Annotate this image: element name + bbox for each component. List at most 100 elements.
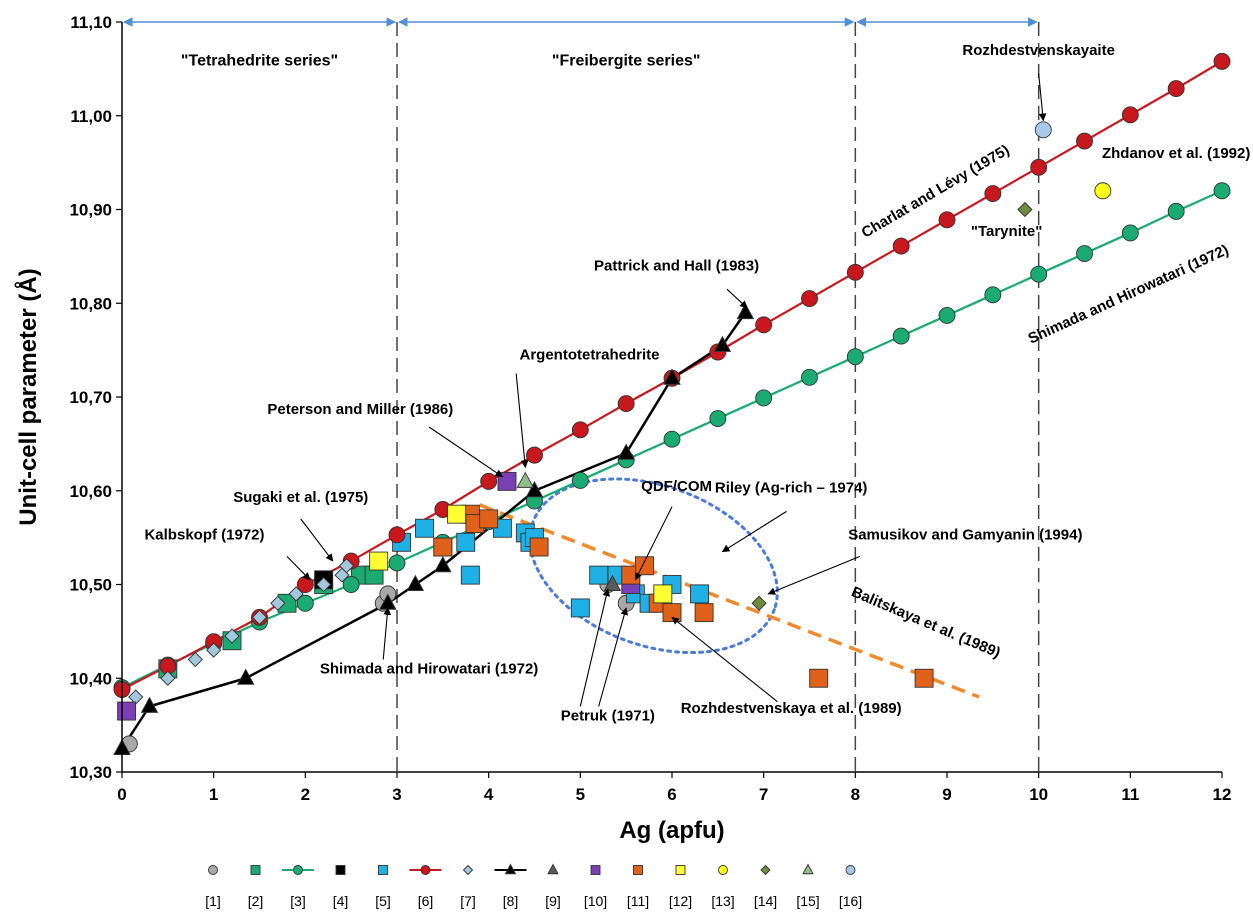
data-point	[635, 556, 654, 576]
annotation-label: "Tarynite"	[971, 223, 1042, 240]
data-point	[1030, 158, 1048, 176]
legend-marker	[633, 865, 643, 875]
data-point	[892, 327, 910, 345]
y-tick-label: 10,30	[69, 763, 112, 782]
annotation-arrow	[300, 518, 334, 562]
annotation-arrow	[634, 506, 673, 581]
data-point	[447, 504, 467, 524]
legend-label: [15]	[796, 893, 819, 909]
legend-marker	[462, 864, 474, 876]
x-axis-title: Ag (apfu)	[619, 817, 724, 844]
legend-item: [2]	[248, 865, 263, 909]
data-point	[1213, 52, 1231, 70]
legend-marker	[802, 863, 814, 875]
data-point	[460, 565, 480, 585]
data-point	[801, 290, 818, 308]
x-tick-label: 11	[1121, 785, 1139, 804]
data-point	[1076, 245, 1093, 263]
data-point	[160, 670, 176, 686]
annotation-label: Argentotetrahedrite	[519, 347, 659, 364]
legend-item: [9]	[545, 863, 561, 909]
legend: [1] [2] [3] [4] [5] [6] [7] [8] [9] [10] [11] [12] […	[205, 863, 862, 909]
y-tick-label: 10,40	[69, 669, 112, 688]
annotation-label: Pattrick and Hall (1983)	[594, 257, 759, 274]
annotation-label: Rozhdestvenskayaite	[962, 42, 1115, 59]
legend-item: [12]	[669, 865, 692, 909]
data-point	[1094, 182, 1112, 200]
data-point	[603, 574, 622, 591]
data-point	[846, 263, 864, 281]
y-tick-label: 10,50	[69, 576, 112, 595]
legend-item: [14]	[754, 864, 777, 909]
region-label: "Tetrahedrite series"	[181, 53, 338, 70]
data-point	[288, 586, 304, 602]
legend-marker	[675, 865, 686, 875]
legend-label: [7]	[460, 893, 476, 909]
y-tick-label: 11,00	[70, 107, 112, 126]
legend-label: [11]	[627, 893, 649, 909]
legend-item: [13]	[711, 865, 735, 909]
legend-label: [13]	[711, 893, 734, 909]
data-point	[938, 306, 956, 324]
data-point	[713, 335, 732, 352]
data-point	[1076, 132, 1093, 150]
data-point	[571, 471, 589, 489]
x-tick-label: 4	[484, 785, 494, 804]
data-point	[1213, 182, 1231, 200]
x-tick-label: 5	[576, 785, 585, 804]
data-point	[589, 565, 609, 585]
data-point	[415, 518, 434, 538]
data-point	[433, 537, 453, 557]
annotation-arrow	[598, 607, 629, 707]
legend-item: [8]	[494, 863, 527, 909]
data-point	[755, 316, 773, 334]
data-point	[456, 532, 476, 552]
annotation-arrow	[286, 555, 311, 581]
data-point	[801, 368, 818, 386]
data-point	[140, 696, 159, 713]
legend-label: [16]	[839, 893, 862, 909]
data-point	[1121, 224, 1139, 242]
annotation-label: Zhdanov et al. (1992)	[1102, 145, 1250, 162]
overlay-shapes	[478, 477, 980, 699]
region-label: "Freibergite series"	[552, 53, 701, 70]
data-point	[525, 481, 544, 498]
data-point	[736, 302, 755, 320]
data-point	[526, 446, 543, 464]
data-point	[296, 594, 314, 612]
y-tick-label: 11,10	[70, 13, 112, 32]
legend-label: [1]	[205, 893, 221, 909]
annotation-arrow	[579, 588, 610, 707]
legend-marker	[504, 863, 517, 875]
annotation-label: Petruk (1971)	[561, 707, 655, 724]
legend-marker	[547, 863, 559, 875]
region-boundaries: "Tetrahedrite series" "Freibergite series…	[123, 17, 1040, 772]
axes: 0 1 2 3 4 5 6 7 8 9 10 11 1210,3010,4010,5010,6010,7…	[14, 13, 1231, 844]
data-point	[338, 558, 355, 574]
annotation-label: Samusikov and Gamyanin (1994)	[848, 527, 1082, 544]
annotation-label: Sugaki et al. (1975)	[233, 489, 368, 506]
legend-item: [1]	[205, 865, 221, 909]
legend-label: [12]	[669, 893, 692, 909]
annotation-label: Kalbskopf (1972)	[144, 527, 264, 544]
annotation-label: Shimada and Hirowatari (1972)	[320, 661, 538, 678]
data-point	[984, 286, 1002, 304]
legend-item: [7]	[460, 864, 476, 909]
data-point	[653, 584, 673, 604]
data-point	[1030, 265, 1048, 283]
y-tick-label: 10,60	[69, 482, 112, 501]
x-tick-label: 1	[209, 785, 218, 804]
data-point	[709, 410, 727, 428]
annotation-arrow	[671, 616, 778, 703]
y-tick-label: 10,70	[69, 388, 112, 407]
data-point	[270, 595, 286, 611]
trend-line	[478, 503, 980, 699]
data-point	[251, 609, 268, 625]
x-tick-label: 7	[759, 785, 768, 804]
data-point	[1121, 106, 1139, 124]
x-tick-label: 6	[667, 785, 676, 804]
x-tick-label: 0	[117, 785, 126, 804]
line-label: Balitskaya et al. (1989)	[849, 583, 1003, 661]
legend-marker	[420, 865, 431, 875]
legend-label: [14]	[754, 893, 777, 909]
